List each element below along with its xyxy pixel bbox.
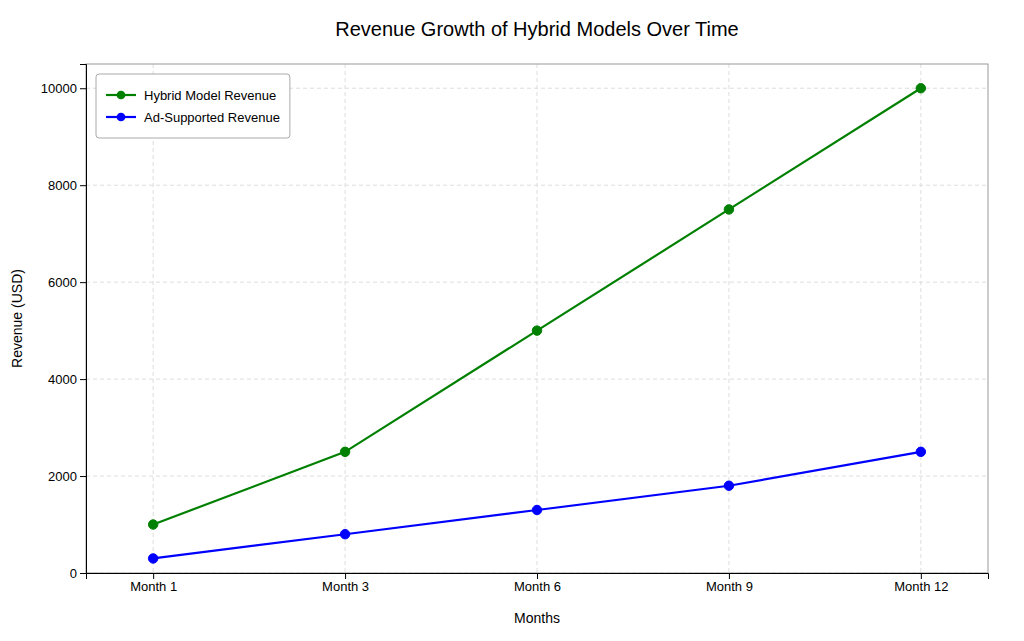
x-tick: Month 9 [706, 573, 753, 594]
series-marker [340, 529, 349, 538]
series-marker [340, 447, 349, 456]
series [148, 447, 925, 563]
x-tick-mark [921, 573, 922, 579]
series-line [153, 88, 921, 524]
y-tick-label: 10000 [41, 81, 77, 96]
y-tick: 2000 [48, 469, 86, 484]
y-axis-line [80, 65, 87, 574]
marks [148, 84, 925, 564]
y-tick-label: 2000 [48, 469, 77, 484]
x-tick: Month 6 [514, 573, 561, 594]
grid [86, 64, 988, 573]
y-tick: 4000 [48, 372, 86, 387]
y-tick-mark [80, 476, 86, 477]
y-tick: 10000 [41, 81, 86, 96]
plot-frame [86, 64, 988, 573]
chart-title: Revenue Growth of Hybrid Models Over Tim… [335, 18, 739, 40]
y-tick-mark [80, 185, 86, 186]
y-tick-mark [80, 573, 86, 574]
x-tick: Month 3 [322, 573, 369, 594]
y-tick-mark [80, 379, 86, 380]
plot-area: Month 1 Month 3 Month 6 Month 9 Month 12 0 200… [41, 64, 989, 594]
y-tick-mark [80, 88, 86, 89]
y-tick-mark [80, 282, 86, 283]
y-tick-label: 6000 [48, 275, 77, 290]
series-marker [724, 205, 733, 214]
legend: Hybrid Model Revenue Ad-Supported Revenue [96, 74, 290, 138]
y-axis-title: Revenue (USD) [9, 269, 25, 368]
grid-line-x [153, 64, 154, 573]
x-tick-label: Month 12 [894, 579, 948, 594]
grid-line-y [86, 476, 988, 477]
legend-label: Hybrid Model Revenue [144, 88, 276, 103]
legend-item: Ad-Supported Revenue [106, 110, 280, 125]
grid-line-x [920, 64, 921, 573]
grid-line-x [345, 64, 346, 573]
x-tick: Month 1 [130, 573, 177, 594]
x-axis: Month 1 Month 3 Month 6 Month 9 Month 12 [87, 573, 989, 594]
x-tick-mark [537, 573, 538, 579]
x-tick-mark [345, 573, 346, 579]
series-marker [532, 326, 541, 335]
x-tick-mark [153, 573, 154, 579]
legend-box [96, 74, 290, 138]
x-tick-mark [729, 573, 730, 579]
x-tick-label: Month 9 [706, 579, 753, 594]
x-tick-label: Month 3 [322, 579, 369, 594]
grid-line-x [537, 64, 538, 573]
x-axis-title: Months [514, 610, 560, 626]
y-tick-label: 0 [70, 566, 77, 581]
y-tick: 6000 [48, 275, 86, 290]
x-axis-line [87, 574, 989, 580]
x-tick: Month 12 [894, 573, 948, 594]
legend-item: Hybrid Model Revenue [106, 88, 276, 103]
x-tick-label: Month 1 [130, 579, 177, 594]
series-line [153, 452, 921, 559]
y-tick: 8000 [48, 178, 86, 193]
series-marker [916, 447, 925, 456]
series [148, 84, 925, 530]
series-marker [148, 554, 157, 563]
x-tick-label: Month 6 [514, 579, 561, 594]
y-tick-label: 4000 [48, 372, 77, 387]
series-marker [148, 520, 157, 529]
y-tick-label: 8000 [48, 178, 77, 193]
y-tick: 0 [70, 566, 86, 581]
chart-container: Month 1 Month 3 Month 6 Month 9 Month 12 0 200… [0, 0, 1024, 641]
series-marker [532, 505, 541, 514]
chart-svg: Month 1 Month 3 Month 6 Month 9 Month 12 0 200… [0, 0, 1024, 641]
legend-label: Ad-Supported Revenue [144, 110, 280, 125]
legend-marker [117, 91, 126, 100]
y-axis: 0 2000 4000 6000 8000 10000 [41, 65, 87, 581]
series-marker [724, 481, 733, 490]
grid-line-x [728, 64, 729, 573]
series-marker [916, 84, 925, 93]
legend-marker [117, 113, 126, 122]
